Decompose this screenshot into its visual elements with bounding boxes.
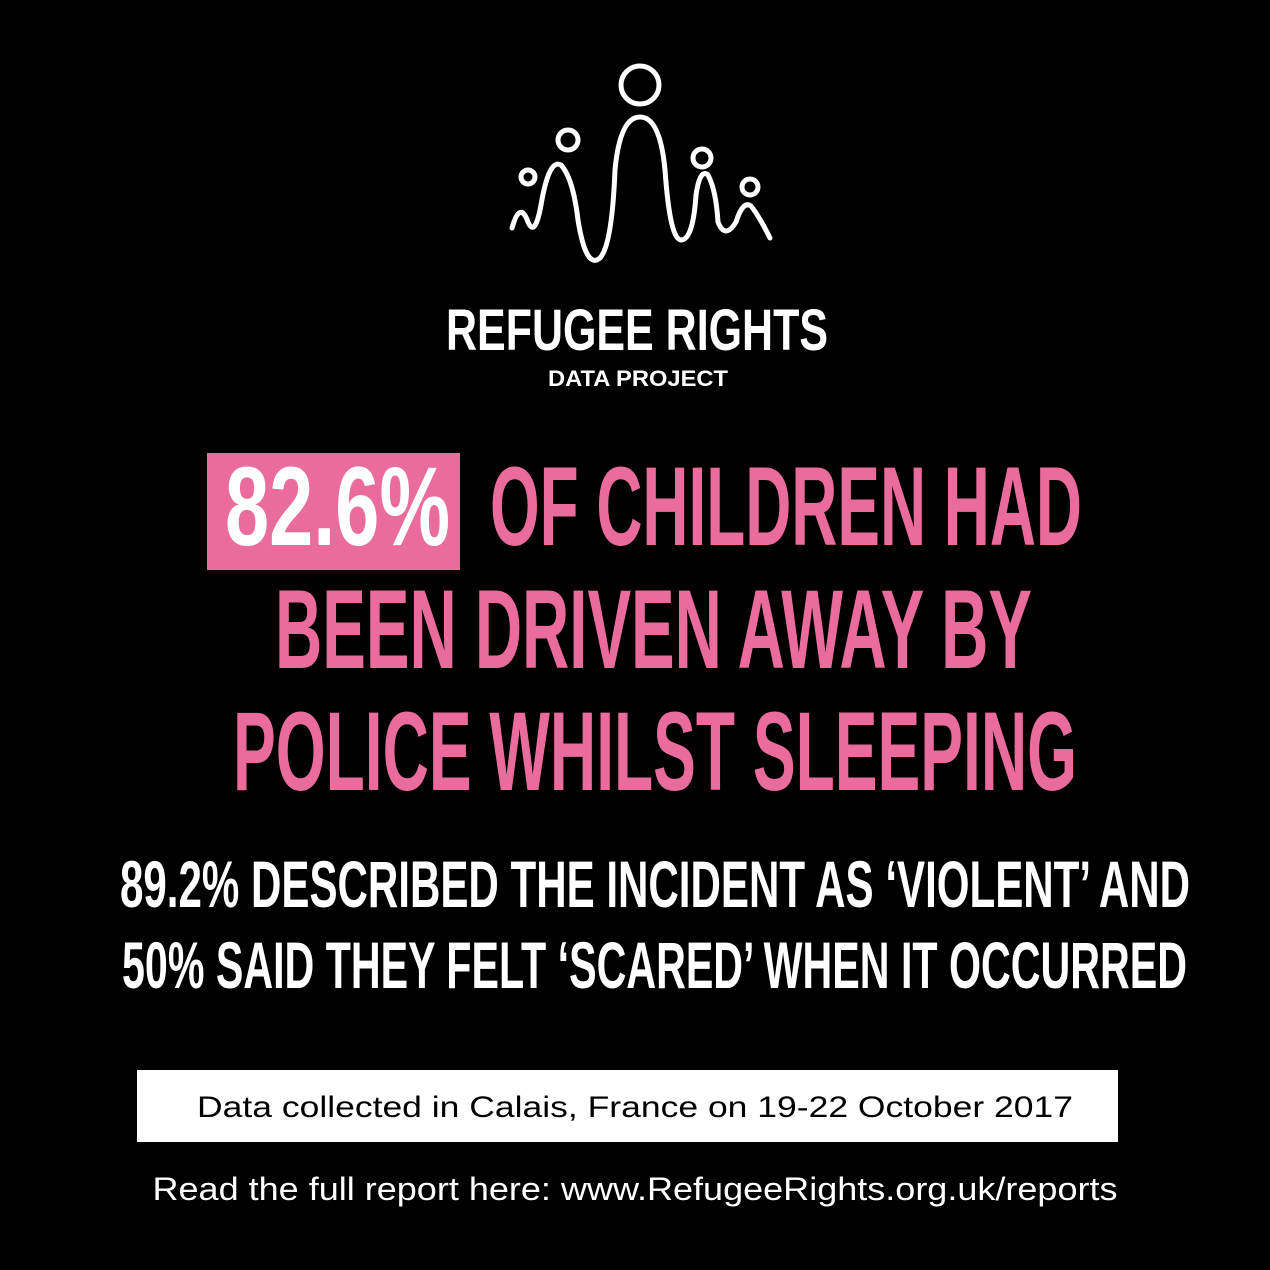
headline-line: BEEN DRIVEN AWAY BY [275,567,1032,692]
footnote: Data collected in Calais, France on 19-2… [197,1091,1073,1124]
stat-line: 89.2% DESCRIBED THE INCIDENT AS ‘VIOLENT… [120,847,1190,921]
logo-subtitle: DATA PROJECT [548,366,729,391]
stat-line: 50% SAID THEY FELT ‘SCARED’ WHEN IT OCCU… [122,928,1187,1002]
footnote-box [137,1070,1118,1142]
highlight-box [207,453,460,570]
headline-line: POLICE WHILST SLEEPING [233,689,1077,814]
report-link: Read the full report here: www.RefugeeRi… [153,1171,1118,1207]
headline-line: OF CHILDREN HAD [490,444,1082,569]
logo-title: REFUGEE RIGHTS [446,298,828,363]
highlight-stat: 82.6% [225,444,450,569]
logo-figures [509,63,773,263]
